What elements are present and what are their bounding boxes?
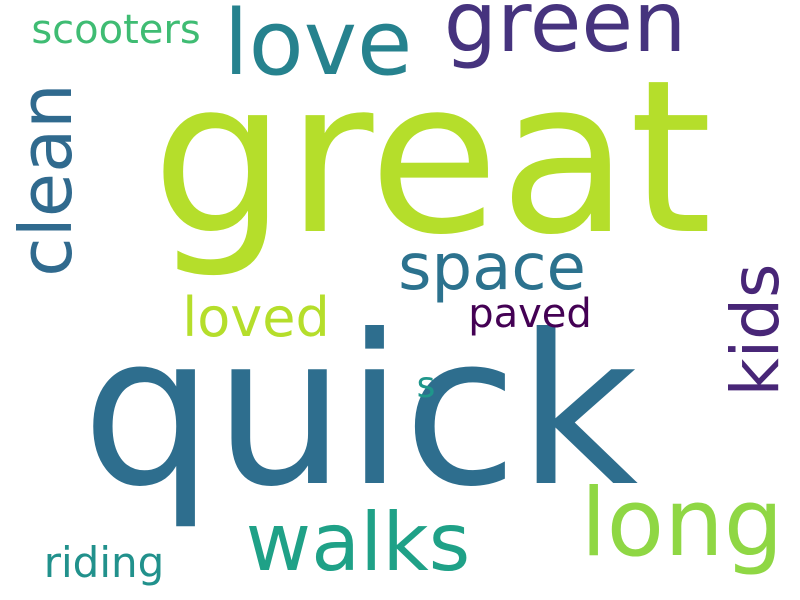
word-s: s xyxy=(416,365,436,406)
word-clean: clean xyxy=(4,83,88,277)
word-quick: quick xyxy=(81,291,639,533)
word-love: love xyxy=(223,0,413,96)
word-long: long xyxy=(580,469,784,578)
word-walks: walks xyxy=(245,496,471,589)
word-kids: kids xyxy=(717,263,794,397)
word-paved: paved xyxy=(468,291,592,337)
word-great: great xyxy=(151,34,713,281)
word-scooters: scooters xyxy=(31,7,201,53)
word-loved: loved xyxy=(182,286,330,349)
word-green: green xyxy=(443,0,687,71)
word-space: space xyxy=(398,231,586,305)
word-riding: riding xyxy=(43,538,165,587)
